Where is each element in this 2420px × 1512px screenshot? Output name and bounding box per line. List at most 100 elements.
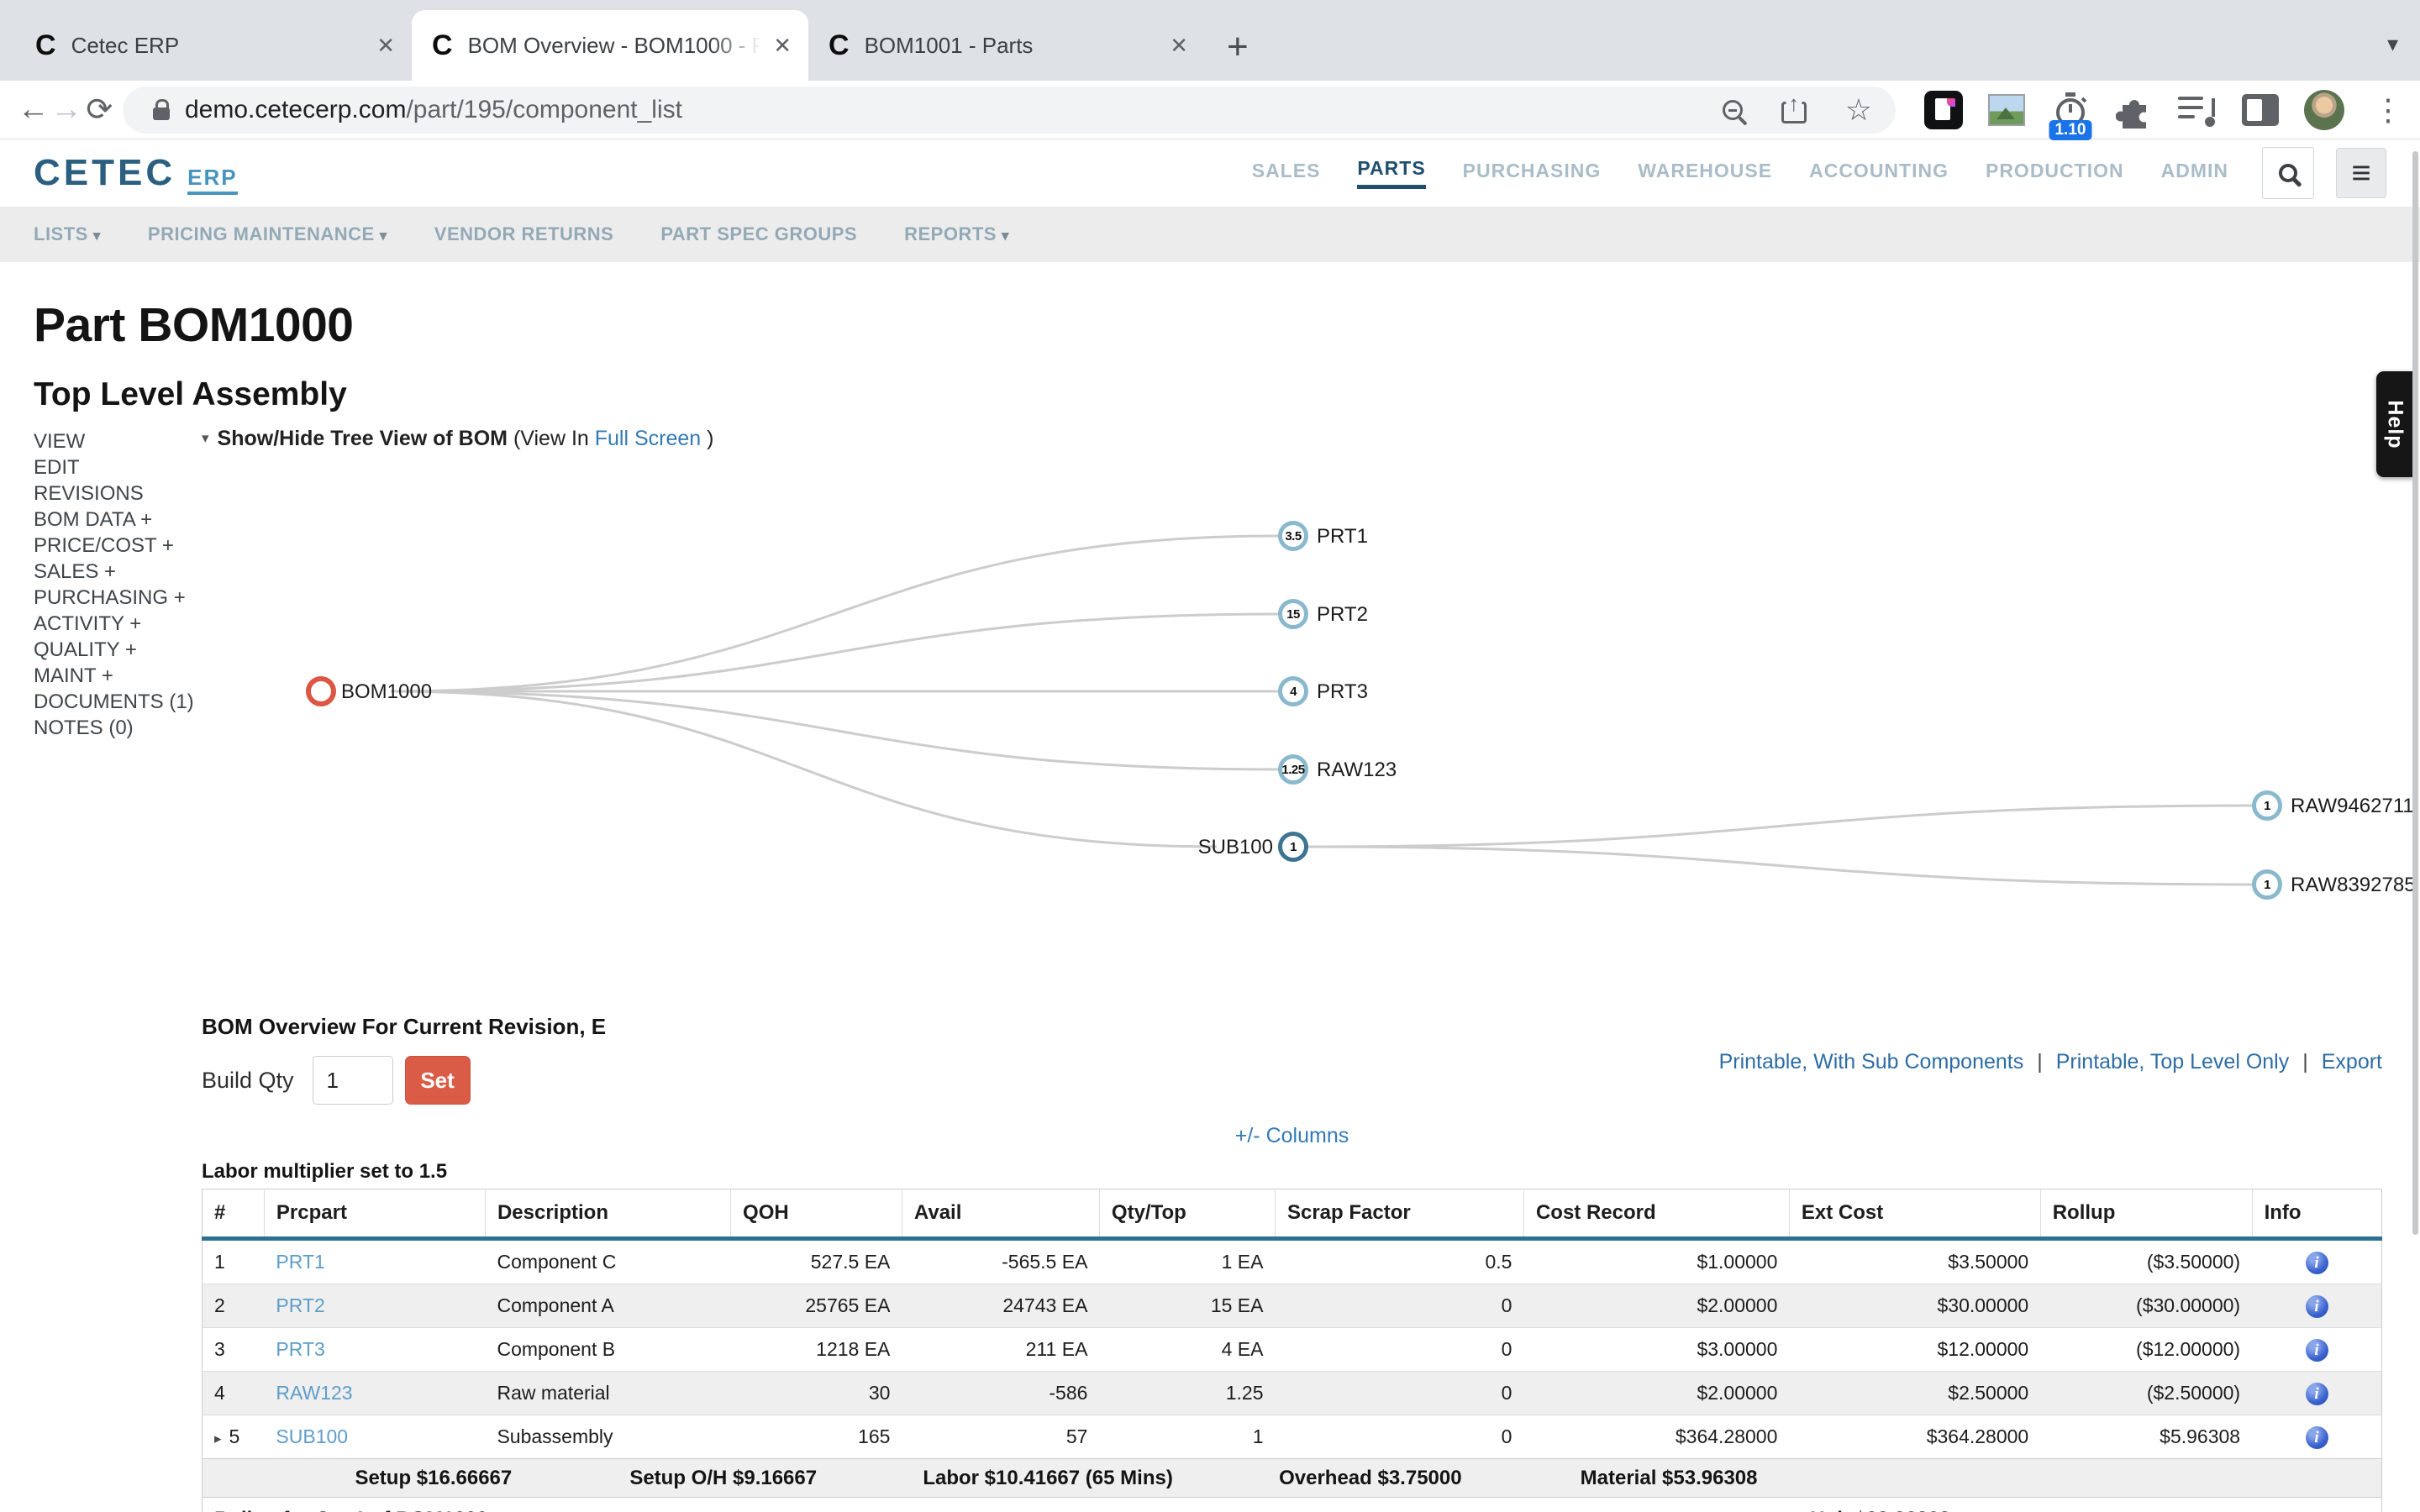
info-icon[interactable]: i [2306, 1295, 2328, 1318]
part-link-prt3[interactable]: PRT3 [276, 1338, 324, 1360]
sidebar-item-view[interactable]: VIEW [34, 428, 202, 454]
row-qoh: 25765 EA [731, 1284, 902, 1328]
sidebar-item-bom-data[interactable]: BOM DATA + [34, 507, 202, 533]
browser-tab-cetec-erp[interactable]: C Cetec ERP ✕ [15, 10, 412, 81]
extensions-puzzle-icon[interactable] [2116, 92, 2153, 129]
help-tab[interactable]: Help [2376, 371, 2413, 477]
tree-node-prt3[interactable]: 4 [1278, 676, 1308, 706]
summary-setup-oh: Setup O/H $9.16667 [629, 1467, 817, 1490]
sidebar-item-maint[interactable]: MAINT + [34, 663, 202, 689]
tree-node-raw9462711[interactable]: 1 [2252, 790, 2282, 821]
sidebar-item-edit[interactable]: EDIT [34, 454, 202, 480]
row-ext-cost: $12.00000 [1789, 1328, 2040, 1372]
part-link-raw123[interactable]: RAW123 [276, 1382, 352, 1404]
row-rollup: $5.96308 [2040, 1415, 2252, 1459]
nav-sales[interactable]: SALES [1252, 160, 1321, 187]
info-icon[interactable]: i [2306, 1339, 2328, 1362]
bom-row-prt1: 1 PRT1 Component C 527.5 EA -565.5 EA 1 … [203, 1239, 2382, 1284]
rollup-total-label: Rollup for Qty 1 of BOM1000 [214, 1508, 487, 1512]
nav-accounting[interactable]: ACCOUNTING [1809, 160, 1949, 187]
plus-minus-columns-link[interactable]: +/- Columns [1235, 1124, 1349, 1147]
tree-node-label: RAW123 [1317, 759, 1397, 782]
sidebar-item-activity[interactable]: ACTIVITY + [34, 611, 202, 637]
col-qoh: QOH [731, 1189, 902, 1239]
search-button[interactable] [2262, 147, 2314, 199]
cetec-erp-logo[interactable]: CETEC ERP [34, 152, 238, 195]
forward-icon[interactable]: → [50, 92, 82, 128]
tree-node-bom1000[interactable] [306, 676, 336, 706]
tree-node-prt1[interactable]: 3.5 [1278, 521, 1308, 551]
subnav-lists[interactable]: LISTS▾ [34, 223, 101, 245]
expand-row-icon[interactable]: ▸ [214, 1431, 222, 1446]
nav-admin[interactable]: ADMIN [2161, 160, 2228, 187]
share-icon[interactable] [1781, 102, 1807, 123]
browser-tab-bom1001[interactable]: C BOM1001 - Parts ✕ [808, 10, 1205, 81]
browser-tab-bom-overview[interactable]: C BOM Overview - BOM1000 - Pa ✕ [412, 10, 808, 81]
nav-purchasing[interactable]: PURCHASING [1463, 160, 1602, 187]
summary-labor: Labor $10.41667 (65 Mins) [923, 1467, 1172, 1490]
sidebar-item-notes[interactable]: NOTES (0) [34, 715, 202, 741]
bom-row-prt2: 2 PRT2 Component A 25765 EA 24743 EA 15 … [203, 1284, 2382, 1328]
info-icon[interactable]: i [2306, 1252, 2328, 1274]
printable-links: Printable, With Sub Components|Printable… [1719, 1050, 2382, 1074]
full-screen-link[interactable]: Full Screen [595, 427, 701, 450]
printable-with-sub-components-link[interactable]: Printable, With Sub Components [1719, 1050, 2024, 1074]
subnav-pricing-maintenance[interactable]: PRICING MAINTENANCE▾ [148, 223, 387, 245]
scrollbar-thumb[interactable] [2412, 151, 2418, 1235]
part-link-sub100[interactable]: SUB100 [276, 1425, 348, 1447]
back-icon[interactable]: ← [17, 92, 50, 128]
close-tab-icon[interactable]: ✕ [376, 33, 395, 59]
address-bar[interactable]: demo.cetecerp.com/part/195/component_lis… [123, 87, 1896, 134]
zoom-out-icon[interactable] [1723, 100, 1743, 120]
info-icon[interactable]: i [2306, 1383, 2328, 1405]
sidebar-item-sales[interactable]: SALES + [34, 559, 202, 585]
lock-icon[interactable] [153, 108, 170, 120]
subnav-vendor-returns[interactable]: VENDOR RETURNS [434, 223, 614, 245]
tab-search-chevron-icon[interactable]: ▾ [2387, 31, 2398, 57]
build-qty-row: Build Qty Set Printable, With Sub Compon… [202, 1055, 2382, 1105]
tree-node-sub100[interactable]: 1 [1278, 832, 1308, 862]
close-tab-icon[interactable]: ✕ [773, 33, 792, 59]
nav-parts[interactable]: PARTS [1357, 157, 1425, 189]
subnav-reports[interactable]: REPORTS▾ [904, 223, 1009, 245]
sidebar-item-documents[interactable]: DOCUMENTS (1) [34, 689, 202, 715]
tree-node-raw8392785[interactable]: 1 [2252, 869, 2282, 900]
hamburger-menu-button[interactable]: ≡ [2336, 148, 2386, 198]
nav-warehouse[interactable]: WAREHOUSE [1638, 160, 1772, 187]
new-tab-button[interactable]: + [1227, 29, 1249, 66]
browser-menu-kebab-icon[interactable]: ⋮ [2373, 92, 2403, 128]
part-link-prt1[interactable]: PRT1 [276, 1251, 324, 1273]
close-tab-icon[interactable]: ✕ [1170, 33, 1188, 59]
nav-production[interactable]: PRODUCTION [1986, 160, 2124, 187]
info-icon[interactable]: i [2306, 1426, 2328, 1449]
set-button[interactable]: Set [405, 1056, 471, 1105]
part-link-prt2[interactable]: PRT2 [276, 1294, 324, 1316]
reload-icon[interactable]: ⟳ [83, 91, 116, 129]
url-text[interactable]: demo.cetecerp.com/part/195/component_lis… [185, 96, 1706, 124]
row-cost-record: $1.00000 [1523, 1239, 1789, 1284]
subnav-part-spec-groups[interactable]: PART SPEC GROUPS [660, 223, 857, 245]
unit-cost-label: Unit $93.96308 [1810, 1508, 1950, 1512]
export-link[interactable]: Export [2322, 1050, 2382, 1074]
printable-top-level-only-link[interactable]: Printable, Top Level Only [2056, 1050, 2289, 1074]
caret-down-icon: ▾ [380, 228, 387, 244]
side-panel-icon[interactable] [2242, 94, 2279, 126]
tree-view-toggle[interactable]: ▾Show/Hide Tree View of BOM (View In Ful… [202, 427, 2382, 451]
sidebar-item-revisions[interactable]: REVISIONS [34, 480, 202, 507]
bookmark-star-icon[interactable]: ☆ [1845, 92, 1872, 128]
sidebar-item-purchasing[interactable]: PURCHASING + [34, 585, 202, 611]
image-extension-icon[interactable] [1988, 94, 2025, 126]
document-extension-icon[interactable] [1924, 91, 1963, 129]
profile-avatar[interactable] [2304, 90, 2344, 130]
tree-node-prt2[interactable]: 15 [1278, 599, 1308, 629]
col-rollup: Rollup [2040, 1189, 2252, 1239]
tree-node-raw123[interactable]: 1.25 [1278, 754, 1308, 785]
row-qty-top: 1.25 [1099, 1372, 1275, 1415]
sidebar-item-price-cost[interactable]: PRICE/COST + [34, 533, 202, 559]
media-queue-icon[interactable] [2178, 93, 2217, 127]
row-avail: -586 [902, 1372, 1099, 1415]
labor-multiplier-note: Labor multiplier set to 1.5 [202, 1160, 2382, 1184]
build-qty-input[interactable] [313, 1056, 393, 1105]
sidebar-item-quality[interactable]: QUALITY + [34, 637, 202, 663]
timer-extension-icon[interactable]: 1.10 [2050, 90, 2091, 130]
